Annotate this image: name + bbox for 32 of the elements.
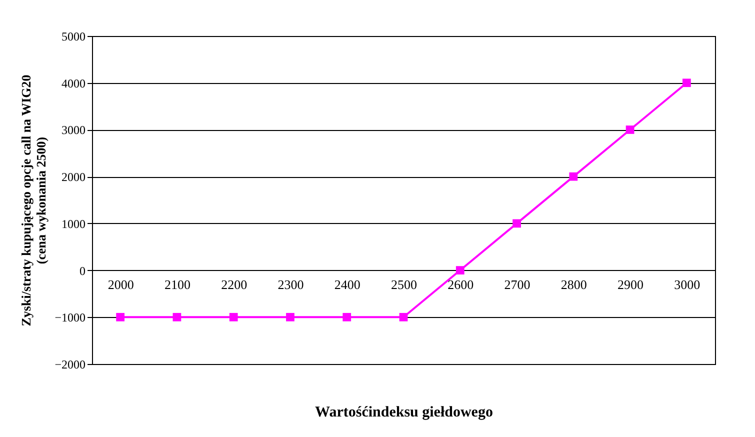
point [342,312,352,322]
point [569,172,578,181]
point [682,78,691,88]
x-tick-label: 2300 [278,276,304,292]
point [286,312,294,322]
y-tick-label: 0 [80,264,86,278]
y-tick-label: 1000 [62,216,86,231]
y-axis-title: Zyski/straty kupującego opcje call na WIG20 (cena wykonania 2500) [18,74,49,326]
y-tick-label: 5000 [62,30,86,44]
point [399,312,408,322]
y-tick-label: −1000 [54,310,86,325]
y-tick-label: 2000 [62,170,86,184]
x-tick-label: 3000 [674,276,700,292]
x-tick-label: 2500 [391,276,417,292]
x-tick-label: 2200 [221,276,248,292]
point [512,219,521,228]
x-tick-label: 2700 [504,276,530,292]
point [172,312,182,322]
y-tick-label: 3000 [62,123,86,138]
x-tick-label: 2600 [448,276,474,292]
point [229,312,238,322]
x-tick-label: 2100 [164,276,190,292]
point [626,126,634,134]
y-tick-label: 4000 [62,76,86,90]
x-tick-label: 2400 [334,276,360,292]
point [116,312,124,322]
x-tick-label: 2800 [560,276,587,292]
point [456,266,464,274]
x-axis-title: Wartośćindeksu giełdowego [315,404,493,420]
y-tick-label: −2000 [54,358,86,372]
x-tick-label: 2900 [618,276,644,292]
x-tick-label: 2000 [108,276,134,292]
